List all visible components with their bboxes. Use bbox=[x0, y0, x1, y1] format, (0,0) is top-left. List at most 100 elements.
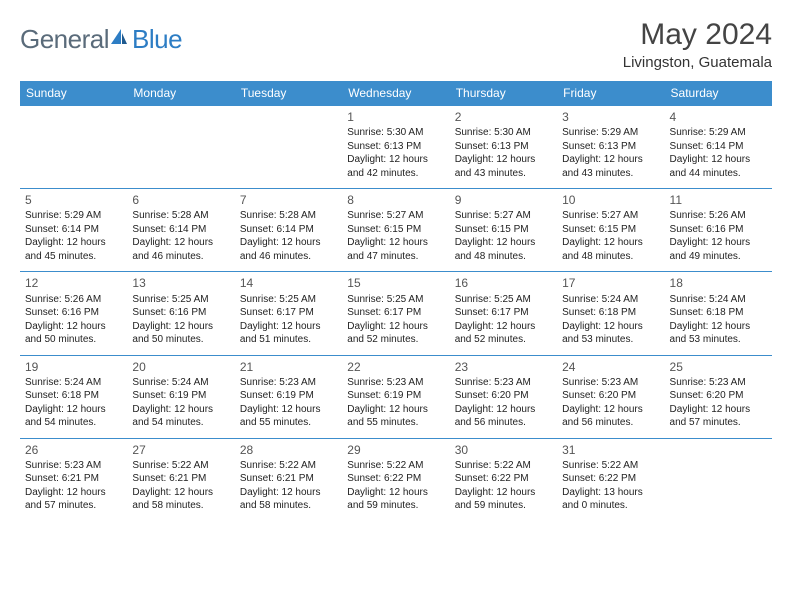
day-number: 6 bbox=[132, 192, 229, 208]
daylight-line: Daylight: 12 hours and 49 minutes. bbox=[670, 236, 767, 263]
day-number: 23 bbox=[455, 359, 552, 375]
sunrise-line: Sunrise: 5:23 AM bbox=[455, 376, 552, 390]
sunset-line: Sunset: 6:19 PM bbox=[240, 389, 337, 403]
daylight-line: Daylight: 12 hours and 54 minutes. bbox=[25, 403, 122, 430]
day-number: 29 bbox=[347, 442, 444, 458]
sunset-line: Sunset: 6:17 PM bbox=[347, 306, 444, 320]
day-number: 19 bbox=[25, 359, 122, 375]
sunset-line: Sunset: 6:14 PM bbox=[240, 223, 337, 237]
sunrise-line: Sunrise: 5:29 AM bbox=[670, 126, 767, 140]
weekday-header: Monday bbox=[127, 81, 234, 106]
sail-icon bbox=[109, 27, 129, 52]
calendar-day-cell: 26Sunrise: 5:23 AMSunset: 6:21 PMDayligh… bbox=[20, 438, 127, 521]
sunset-line: Sunset: 6:21 PM bbox=[132, 472, 229, 486]
day-number: 5 bbox=[25, 192, 122, 208]
sunset-line: Sunset: 6:18 PM bbox=[562, 306, 659, 320]
daylight-line: Daylight: 12 hours and 55 minutes. bbox=[347, 403, 444, 430]
weekday-header: Tuesday bbox=[235, 81, 342, 106]
sunrise-line: Sunrise: 5:27 AM bbox=[347, 209, 444, 223]
sunrise-line: Sunrise: 5:28 AM bbox=[132, 209, 229, 223]
calendar-day-cell: 24Sunrise: 5:23 AMSunset: 6:20 PMDayligh… bbox=[557, 355, 664, 438]
daylight-line: Daylight: 12 hours and 59 minutes. bbox=[455, 486, 552, 513]
daylight-line: Daylight: 12 hours and 50 minutes. bbox=[132, 320, 229, 347]
daylight-line: Daylight: 12 hours and 42 minutes. bbox=[347, 153, 444, 180]
calendar-week-row: 5Sunrise: 5:29 AMSunset: 6:14 PMDaylight… bbox=[20, 189, 772, 272]
calendar-day-cell: 3Sunrise: 5:29 AMSunset: 6:13 PMDaylight… bbox=[557, 106, 664, 189]
sunrise-line: Sunrise: 5:30 AM bbox=[347, 126, 444, 140]
day-number: 9 bbox=[455, 192, 552, 208]
sunrise-line: Sunrise: 5:22 AM bbox=[132, 459, 229, 473]
calendar-day-cell: 12Sunrise: 5:26 AMSunset: 6:16 PMDayligh… bbox=[20, 272, 127, 355]
calendar-day-cell: 6Sunrise: 5:28 AMSunset: 6:14 PMDaylight… bbox=[127, 189, 234, 272]
sunset-line: Sunset: 6:16 PM bbox=[670, 223, 767, 237]
day-number: 30 bbox=[455, 442, 552, 458]
day-number: 16 bbox=[455, 275, 552, 291]
sunset-line: Sunset: 6:22 PM bbox=[455, 472, 552, 486]
day-number: 1 bbox=[347, 109, 444, 125]
daylight-line: Daylight: 12 hours and 54 minutes. bbox=[132, 403, 229, 430]
day-number: 31 bbox=[562, 442, 659, 458]
calendar-day-cell: 19Sunrise: 5:24 AMSunset: 6:18 PMDayligh… bbox=[20, 355, 127, 438]
sunset-line: Sunset: 6:13 PM bbox=[455, 140, 552, 154]
sunrise-line: Sunrise: 5:25 AM bbox=[132, 293, 229, 307]
sunrise-line: Sunrise: 5:29 AM bbox=[25, 209, 122, 223]
daylight-line: Daylight: 12 hours and 46 minutes. bbox=[240, 236, 337, 263]
calendar-empty-cell bbox=[20, 106, 127, 189]
sunrise-line: Sunrise: 5:22 AM bbox=[455, 459, 552, 473]
sunset-line: Sunset: 6:15 PM bbox=[347, 223, 444, 237]
sunset-line: Sunset: 6:14 PM bbox=[25, 223, 122, 237]
sunset-line: Sunset: 6:21 PM bbox=[240, 472, 337, 486]
day-number: 13 bbox=[132, 275, 229, 291]
calendar-week-row: 19Sunrise: 5:24 AMSunset: 6:18 PMDayligh… bbox=[20, 355, 772, 438]
brand-logo: General Blue bbox=[20, 24, 182, 55]
daylight-line: Daylight: 12 hours and 56 minutes. bbox=[455, 403, 552, 430]
sunset-line: Sunset: 6:20 PM bbox=[670, 389, 767, 403]
calendar-day-cell: 20Sunrise: 5:24 AMSunset: 6:19 PMDayligh… bbox=[127, 355, 234, 438]
daylight-line: Daylight: 12 hours and 55 minutes. bbox=[240, 403, 337, 430]
sunrise-line: Sunrise: 5:25 AM bbox=[455, 293, 552, 307]
sunset-line: Sunset: 6:19 PM bbox=[132, 389, 229, 403]
sunset-line: Sunset: 6:22 PM bbox=[347, 472, 444, 486]
calendar-day-cell: 30Sunrise: 5:22 AMSunset: 6:22 PMDayligh… bbox=[450, 438, 557, 521]
sunrise-line: Sunrise: 5:30 AM bbox=[455, 126, 552, 140]
calendar-day-cell: 16Sunrise: 5:25 AMSunset: 6:17 PMDayligh… bbox=[450, 272, 557, 355]
calendar-day-cell: 13 Sunrise: 5:25 AMSunset: 6:16 PMDayligh… bbox=[127, 272, 234, 355]
sunset-line: Sunset: 6:22 PM bbox=[562, 472, 659, 486]
calendar-day-cell: 2Sunrise: 5:30 AMSunset: 6:13 PMDaylight… bbox=[450, 106, 557, 189]
sunset-line: Sunset: 6:15 PM bbox=[455, 223, 552, 237]
sunset-line: Sunset: 6:18 PM bbox=[25, 389, 122, 403]
calendar-day-cell: 14Sunrise: 5:25 AMSunset: 6:17 PMDayligh… bbox=[235, 272, 342, 355]
calendar-table: SundayMondayTuesdayWednesdayThursdayFrid… bbox=[20, 81, 772, 521]
calendar-day-cell: 9Sunrise: 5:27 AMSunset: 6:15 PMDaylight… bbox=[450, 189, 557, 272]
day-number: 2 bbox=[455, 109, 552, 125]
sunrise-line: Sunrise: 5:27 AM bbox=[562, 209, 659, 223]
calendar-body: 1Sunrise: 5:30 AMSunset: 6:13 PMDaylight… bbox=[20, 106, 772, 521]
day-number: 20 bbox=[132, 359, 229, 375]
sunrise-line: Sunrise: 5:24 AM bbox=[25, 376, 122, 390]
calendar-day-cell: 23Sunrise: 5:23 AMSunset: 6:20 PMDayligh… bbox=[450, 355, 557, 438]
sunrise-line: Sunrise: 5:27 AM bbox=[455, 209, 552, 223]
calendar-empty-cell bbox=[665, 438, 772, 521]
sunrise-line: Sunrise: 5:28 AM bbox=[240, 209, 337, 223]
brand-part1: General bbox=[20, 24, 109, 55]
daylight-line: Daylight: 12 hours and 47 minutes. bbox=[347, 236, 444, 263]
daylight-line: Daylight: 12 hours and 46 minutes. bbox=[132, 236, 229, 263]
daylight-line: Daylight: 12 hours and 58 minutes. bbox=[240, 486, 337, 513]
sunset-line: Sunset: 6:16 PM bbox=[132, 306, 229, 320]
sunrise-line: Sunrise: 5:24 AM bbox=[562, 293, 659, 307]
day-number: 21 bbox=[240, 359, 337, 375]
calendar-empty-cell bbox=[127, 106, 234, 189]
brand-part2: Blue bbox=[132, 24, 182, 55]
day-number: 15 bbox=[347, 275, 444, 291]
sunrise-line: Sunrise: 5:23 AM bbox=[670, 376, 767, 390]
sunrise-line: Sunrise: 5:25 AM bbox=[240, 293, 337, 307]
daylight-line: Daylight: 12 hours and 59 minutes. bbox=[347, 486, 444, 513]
daylight-line: Daylight: 12 hours and 44 minutes. bbox=[670, 153, 767, 180]
sunrise-line: Sunrise: 5:26 AM bbox=[25, 293, 122, 307]
sunset-line: Sunset: 6:19 PM bbox=[347, 389, 444, 403]
day-number: 18 bbox=[670, 275, 767, 291]
weekday-header: Thursday bbox=[450, 81, 557, 106]
calendar-day-cell: 1Sunrise: 5:30 AMSunset: 6:13 PMDaylight… bbox=[342, 106, 449, 189]
sunset-line: Sunset: 6:16 PM bbox=[25, 306, 122, 320]
sunset-line: Sunset: 6:17 PM bbox=[240, 306, 337, 320]
